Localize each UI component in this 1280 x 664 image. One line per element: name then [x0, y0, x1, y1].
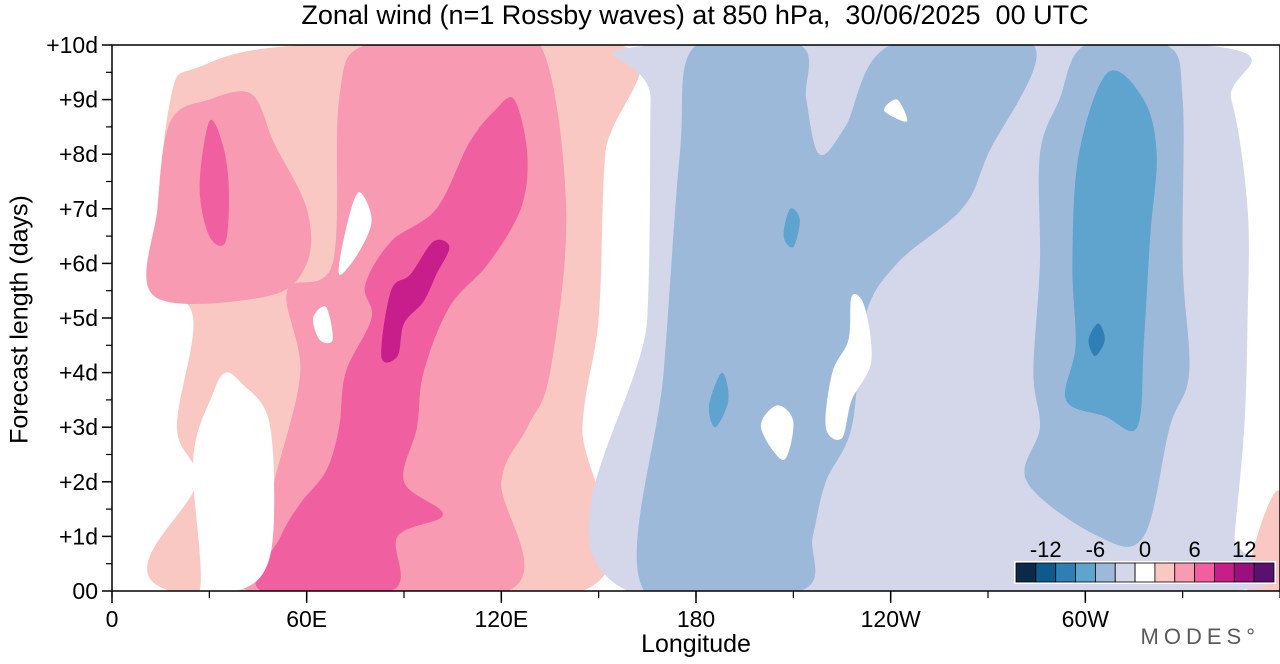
y-tick-label: +7d — [59, 196, 98, 222]
x-tick-label: 120E — [474, 606, 528, 632]
colorbar-swatch — [1015, 562, 1037, 583]
contour-level-neg4-region-0 — [636, 45, 1037, 591]
chart-title: Zonal wind (n=1 Rossby waves) at 850 hPa… — [301, 0, 1089, 30]
colorbar-label: 6 — [1188, 537, 1200, 562]
colorbar-swatch — [1075, 562, 1096, 583]
y-tick-label: +1d — [59, 523, 98, 549]
colorbar-swatch — [1055, 562, 1076, 583]
x-tick-label: 180 — [677, 606, 715, 632]
axis-layer: 0 60E 120E 180 120W 60W 00 +1d +2d +3d +4d +5d +6d +7… — [46, 32, 1280, 632]
x-axis-label: Longitude — [641, 630, 751, 658]
colorbar-swatch — [1134, 562, 1156, 583]
y-tick-label: +8d — [59, 141, 98, 167]
colorbar-label: 12 — [1232, 537, 1256, 562]
colorbar: -12 -6 0 6 12 — [1014, 537, 1276, 584]
colorbar-swatch — [1174, 562, 1196, 583]
colorbar-label: 0 — [1139, 537, 1151, 562]
y-tick-label: +2d — [59, 469, 98, 495]
colorbar-label: -6 — [1086, 537, 1106, 562]
colorbar-label: -12 — [1030, 537, 1062, 562]
colorbar-swatch — [1253, 562, 1275, 583]
x-tick-label: 60E — [286, 606, 327, 632]
contour-level-0-region-4 — [825, 294, 872, 440]
y-tick-label: +10d — [46, 32, 98, 58]
colorbar-swatch — [1233, 562, 1255, 583]
brand-text: MODES — [1140, 624, 1247, 649]
colorbar-swatch — [1214, 562, 1235, 583]
contour-level-6-region-1 — [199, 119, 229, 246]
contour-level-neg6-region-0 — [1064, 70, 1157, 432]
colorbar-swatch — [1194, 562, 1215, 583]
y-tick-label: +3d — [59, 414, 98, 440]
y-tick-label: 00 — [72, 578, 98, 604]
contour-level-0-region-0 — [160, 372, 275, 591]
contour-level-0-region-5 — [884, 99, 908, 122]
contour-level-neg6-region-1 — [708, 372, 729, 428]
y-tick-label: +9d — [59, 87, 98, 113]
brand-logo: MODES° — [1140, 624, 1260, 649]
contour-level-8-region-0 — [381, 239, 450, 363]
colorbar-swatch — [1114, 562, 1136, 583]
y-tick-label: +4d — [59, 360, 98, 386]
contour-level-neg8-region-0 — [1088, 323, 1105, 357]
y-tick-label: +5d — [59, 305, 98, 331]
contour-layer — [146, 45, 1280, 591]
colorbar-swatch — [1035, 562, 1057, 583]
contour-level-0-region-3 — [760, 405, 794, 461]
colorbar-swatch — [1154, 562, 1176, 583]
contour-level-0-region-1 — [338, 192, 372, 275]
contour-level-0-region-2 — [313, 306, 333, 344]
x-tick-label: 60W — [1062, 606, 1110, 632]
x-tick-label: 120W — [861, 606, 921, 632]
colorbar-swatch — [1094, 562, 1116, 583]
y-tick-label: +6d — [59, 250, 98, 276]
x-tick-label: 0 — [106, 606, 119, 632]
contour-level-neg6-region-2 — [783, 208, 800, 248]
